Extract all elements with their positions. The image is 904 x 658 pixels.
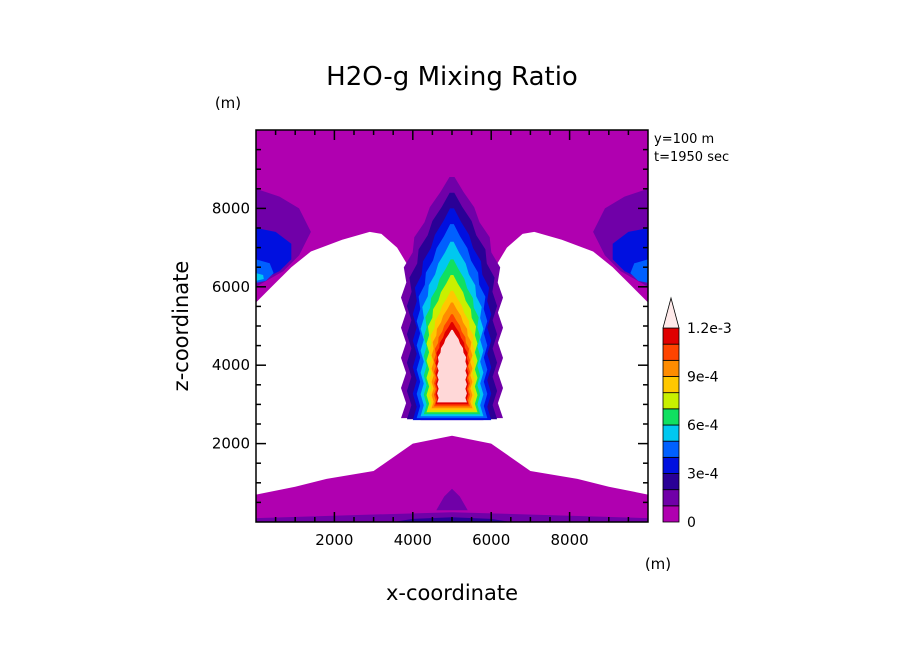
x-tick-label: 4000 — [394, 531, 432, 549]
colorbar-swatch — [662, 473, 680, 491]
y-tick-label: 4000 — [212, 356, 250, 374]
contour-bottom-bump — [436, 488, 468, 511]
y-tick-label: 8000 — [212, 199, 250, 217]
colorbar-label: 3e-4 — [687, 467, 719, 483]
colorbar-label: 9e-4 — [687, 370, 719, 386]
y-tick-label: 2000 — [212, 435, 250, 453]
colorbar-swatch — [662, 359, 680, 377]
colorbar-swatch — [662, 456, 680, 474]
colorbar-swatch — [662, 327, 680, 345]
colorbar-swatch — [662, 376, 680, 394]
y-axis-label: z-coordinate — [169, 261, 193, 392]
x-axis-label: x-coordinate — [386, 581, 518, 605]
contour-left-lobe-4 — [256, 273, 264, 281]
contour-field — [256, 130, 648, 522]
y-unit-label: (m) — [215, 94, 241, 112]
x-tick-label: 6000 — [472, 531, 510, 549]
colorbar-swatch — [662, 343, 680, 361]
colorbar-arrow — [662, 296, 680, 329]
x-tick-label: 8000 — [551, 531, 589, 549]
x-tick-label: 2000 — [315, 531, 353, 549]
colorbar-swatch — [662, 408, 680, 426]
contour-right-lobe-3 — [630, 259, 648, 283]
colorbar-swatch — [662, 424, 680, 442]
colorbar-swatch — [662, 505, 680, 523]
x-unit-label: (m) — [645, 555, 671, 573]
colorbar: 0 3e-4 6e-4 9e-4 1.2e-3 — [662, 296, 732, 531]
colorbar-swatch — [662, 392, 680, 410]
colorbar-label: 0 — [687, 515, 696, 531]
colorbar-swatch — [662, 489, 680, 507]
y-tick-label: 6000 — [212, 278, 250, 296]
colorbar-label: 6e-4 — [687, 418, 719, 434]
axes: 2000 4000 6000 8000 2000 4000 6000 8000 — [212, 129, 649, 549]
plume-level-12 — [437, 329, 467, 403]
colorbar-label: 1.2e-3 — [687, 321, 732, 337]
annotation-time: t=1950 sec — [654, 150, 729, 165]
colorbar-swatch — [662, 440, 680, 458]
annotation-y-location: y=100 m — [654, 132, 714, 147]
contour-clear-region — [256, 231, 648, 495]
chart-title: H2O-g Mixing Ratio — [326, 62, 578, 92]
